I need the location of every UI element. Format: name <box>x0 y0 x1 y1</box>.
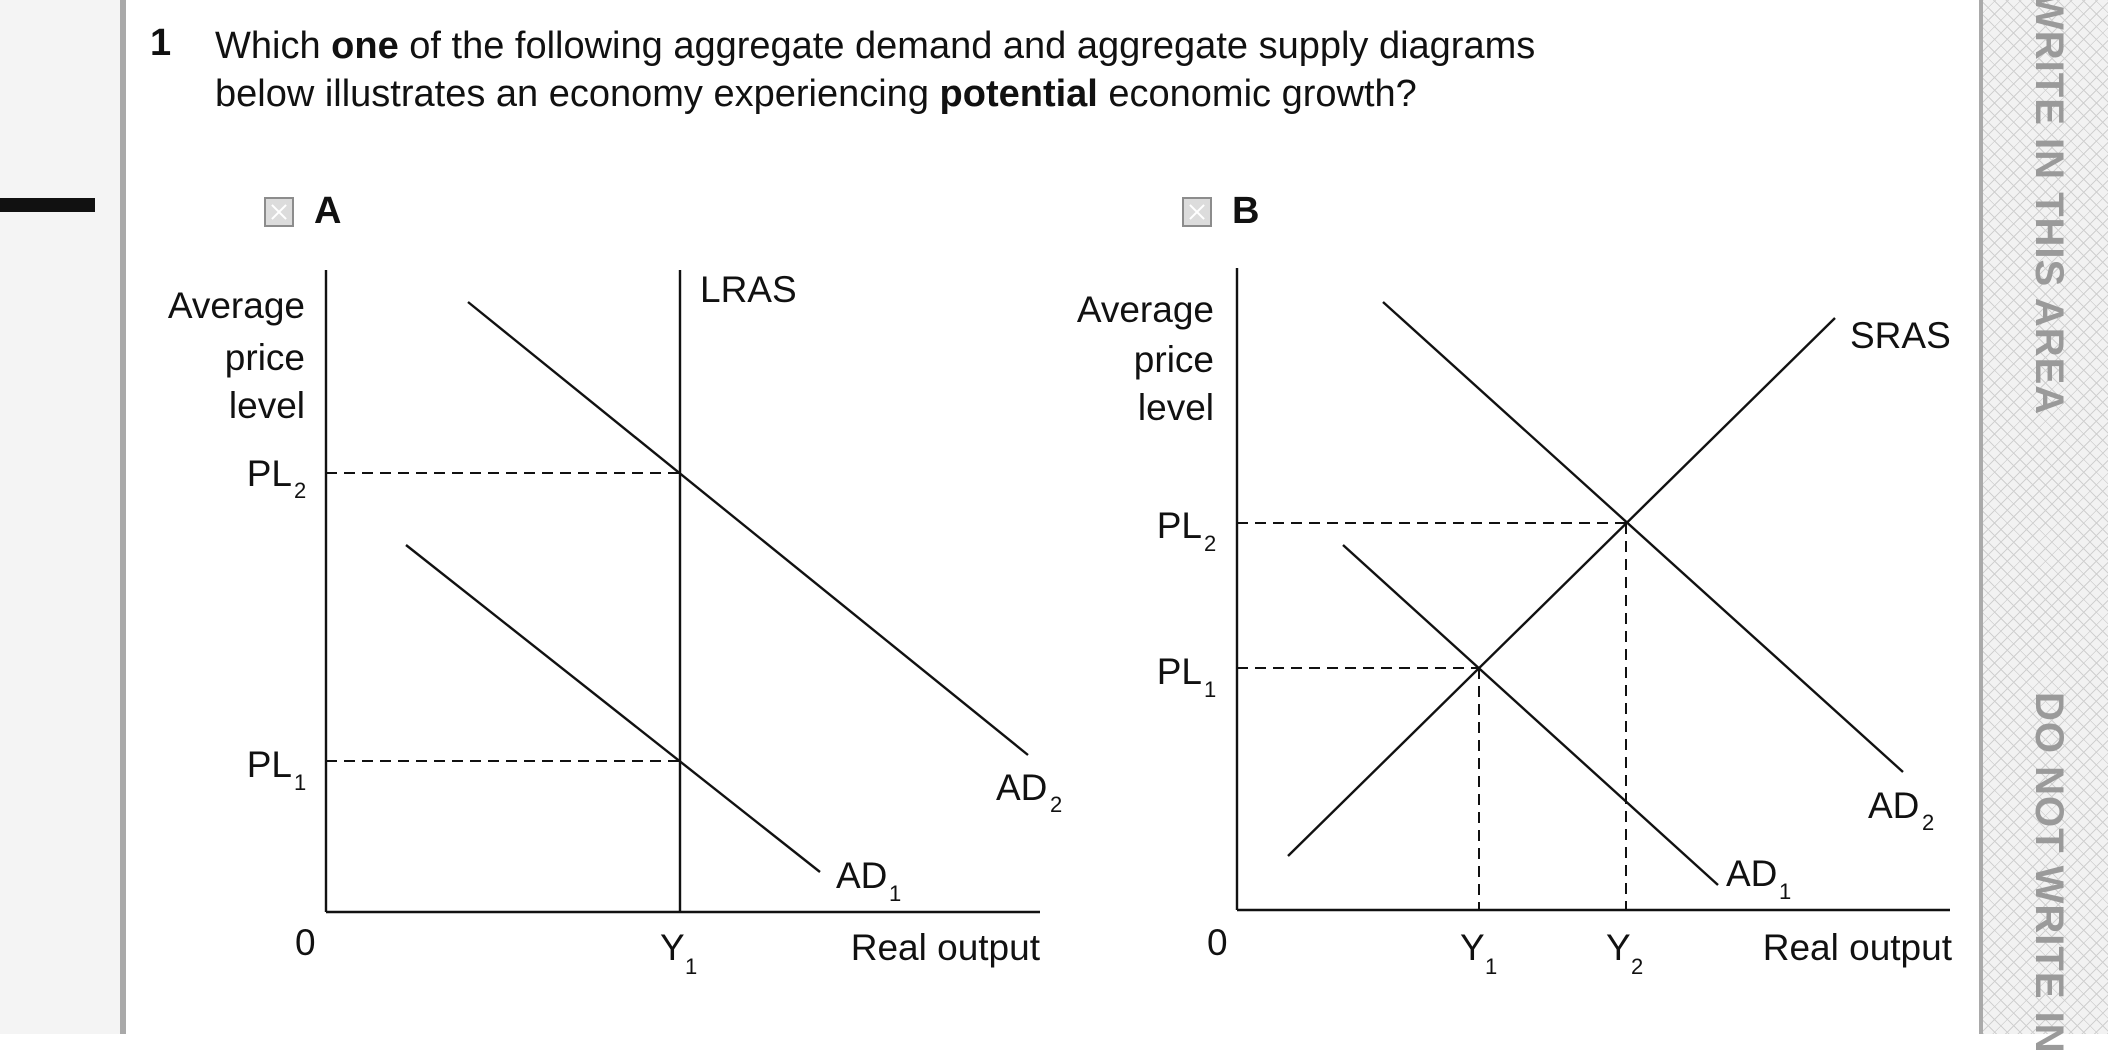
diagram-b-y-label-2: price <box>1134 339 1214 380</box>
right-margin: WRITE IN THIS AREA DO NOT WRITE IN <box>1983 0 2108 1054</box>
diagram-b-y2-label: Y <box>1606 927 1631 968</box>
diagram-a-pl2-label: PL <box>247 453 292 494</box>
diagram-b-ad1-label: AD <box>1726 853 1777 894</box>
diagram-b-sras-label: SRAS <box>1850 315 1951 356</box>
question-text-part: below illustrates an economy experiencin… <box>215 73 940 115</box>
diagram-b-pl1-sub: 1 <box>1204 677 1216 702</box>
diagram-a-lras-label: LRAS <box>700 269 797 310</box>
option-a-letter: A <box>314 190 342 232</box>
page-edge-mark <box>0 198 95 212</box>
diagram-a-pl1-sub: 1 <box>294 770 306 795</box>
diagram-a-y1-sub: 1 <box>685 954 697 979</box>
diagram-a-ad1-curve <box>405 544 821 873</box>
option-b-letter: B <box>1232 190 1260 232</box>
question-emphasis: potential <box>939 73 1098 115</box>
question-emphasis: one <box>331 25 399 67</box>
diagram-b-y-label-1: Average <box>1077 289 1214 330</box>
diagram-a-pl2-sub: 2 <box>294 478 306 503</box>
diagram-b-y1-sub: 1 <box>1485 954 1497 979</box>
diagram-b-pl2-sub: 2 <box>1204 531 1216 556</box>
diagram-b-y1-label: Y <box>1460 927 1485 968</box>
diagram-a-x-label: Real output <box>851 927 1041 968</box>
question-text-part: Which <box>215 25 332 67</box>
diagram-b-y-label-3: level <box>1138 387 1214 428</box>
diagram-a-ad1-label: AD <box>836 855 887 896</box>
right-border-line <box>1979 0 1985 1034</box>
diagram-a-ad2-curve <box>467 301 1029 756</box>
diagram-b: Average price level PL 2 PL 1 SRAS AD 2 … <box>1077 268 1953 979</box>
question-text-part: of the following aggregate demand and ag… <box>398 25 1536 67</box>
diagram-b-ad1-curve <box>1342 544 1719 886</box>
question-line-1: Which one of the following aggregate dem… <box>215 22 1915 70</box>
left-margin <box>0 0 124 1034</box>
diagram-b-origin: 0 <box>1207 922 1228 963</box>
diagram-b-ad2-sub: 2 <box>1922 810 1934 835</box>
option-a-checkbox[interactable] <box>264 196 294 227</box>
question-text: Which one of the following aggregate dem… <box>215 22 1915 118</box>
diagram-b-ad2-label: AD <box>1868 785 1919 826</box>
option-b-checkbox[interactable] <box>1182 196 1212 227</box>
diagram-b-pl1-label: PL <box>1157 651 1202 692</box>
diagram-b-x-label: Real output <box>1763 927 1953 968</box>
question-number: 1 <box>150 22 172 64</box>
diagram-a-y-label-1: Average <box>168 285 305 326</box>
option-b[interactable]: B <box>1182 190 1259 233</box>
question-line-2: below illustrates an economy experiencin… <box>215 70 1915 118</box>
diagram-b-ad2-curve <box>1382 301 1904 773</box>
diagram-a-ad2-label: AD <box>996 767 1047 808</box>
diagram-a-origin: 0 <box>295 922 316 963</box>
diagram-a-y-label-2: price <box>225 337 305 378</box>
diagram-b-sras-curve <box>1287 317 1836 857</box>
diagram-b-y2-sub: 2 <box>1631 954 1643 979</box>
option-a[interactable]: A <box>264 190 341 233</box>
diagram-b-pl2-label: PL <box>1157 505 1202 546</box>
diagram-b-ad1-sub: 1 <box>1779 879 1791 904</box>
diagram-a-y1-label: Y <box>660 927 685 968</box>
diagram-a-pl1-label: PL <box>247 744 292 785</box>
diagram-a-ad2-sub: 2 <box>1050 792 1062 817</box>
diagram-a-y-label-3: level <box>229 385 305 426</box>
diagram-a-ad1-sub: 1 <box>889 881 901 906</box>
left-border-line <box>120 0 126 1034</box>
diagram-a: Average price level PL 2 PL 1 LRAS AD 2 … <box>168 269 1062 979</box>
question-text-part: economic growth? <box>1097 73 1417 115</box>
